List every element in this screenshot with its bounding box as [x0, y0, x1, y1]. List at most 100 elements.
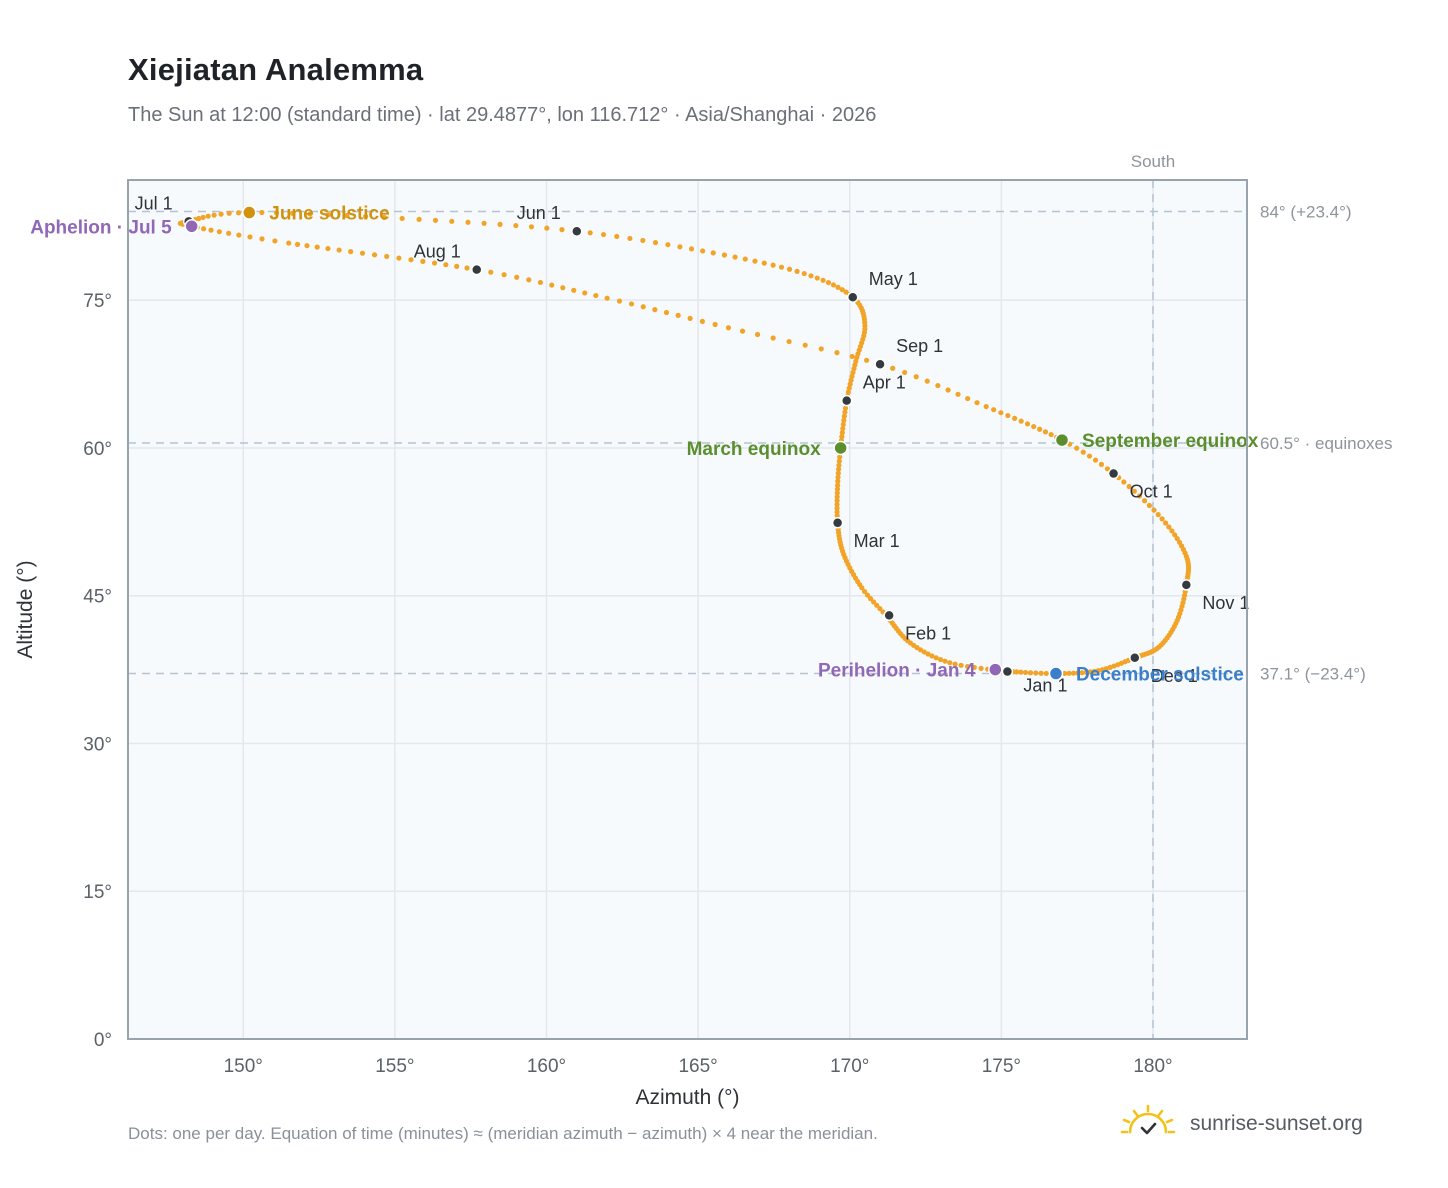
day-dot — [864, 592, 871, 598]
day-dot — [652, 307, 658, 313]
day-dot — [1126, 483, 1132, 490]
month-marker — [1107, 467, 1120, 480]
day-dot — [307, 211, 313, 217]
day-dot — [593, 292, 599, 299]
x-tick-label: 180° — [1133, 1056, 1172, 1077]
day-dot — [1159, 516, 1165, 522]
reference-line-label: 84° (+23.4°) — [1260, 203, 1352, 222]
day-dot — [721, 252, 728, 258]
event-marker — [833, 440, 848, 456]
day-dot — [845, 389, 851, 395]
event-marker — [1054, 432, 1070, 448]
day-dot — [205, 213, 211, 219]
day-dot — [1151, 507, 1157, 513]
day-dot — [1043, 670, 1049, 677]
reference-line-label: 60.5° · equinoxes — [1260, 434, 1393, 453]
day-dot — [544, 225, 550, 231]
day-dot — [1062, 670, 1068, 677]
day-dot — [604, 295, 610, 301]
day-dot — [235, 210, 242, 216]
day-dot — [1079, 670, 1085, 676]
day-dot — [947, 660, 953, 666]
month-marker — [571, 225, 583, 237]
day-dot — [712, 321, 718, 328]
brand-logo[interactable]: sunrise-sunset.org — [1120, 1104, 1420, 1144]
day-dot — [286, 240, 292, 246]
day-dot — [304, 243, 310, 249]
day-dot — [835, 474, 841, 480]
day-dot — [925, 651, 931, 657]
x-tick-label: 155° — [375, 1056, 414, 1077]
x-tick-label: 175° — [982, 1056, 1021, 1077]
day-dot — [761, 260, 767, 266]
chart-subtitle: The Sun at 12:00 (standard time) · lat 2… — [128, 104, 877, 126]
day-dot — [835, 478, 841, 484]
day-dot — [1018, 669, 1024, 675]
month-label: Feb 1 — [905, 623, 951, 643]
day-dot — [913, 374, 919, 380]
day-dot — [294, 241, 301, 247]
day-dot — [998, 410, 1004, 416]
day-dot — [600, 231, 607, 238]
day-dot — [874, 602, 880, 608]
day-dot — [834, 494, 840, 500]
day-dot — [259, 209, 265, 216]
day-dot — [614, 233, 620, 240]
day-dot — [652, 239, 659, 246]
x-tick-label: 165° — [678, 1056, 717, 1077]
event-label: Perihelion · Jan 4 — [818, 661, 976, 682]
day-dot — [1018, 418, 1024, 424]
day-dot — [408, 257, 414, 263]
day-dot — [273, 210, 280, 216]
day-dot — [786, 338, 792, 345]
day-dot — [1070, 670, 1077, 676]
day-dot — [464, 265, 470, 271]
day-dot — [778, 264, 785, 270]
day-dot — [314, 244, 320, 250]
day-dot — [1098, 461, 1105, 467]
y-tick-label: 0° — [94, 1030, 112, 1051]
day-dot — [560, 285, 566, 291]
chart-footnote: Dots: one per day. Equation of time (min… — [128, 1124, 878, 1143]
x-tick-label: 150° — [224, 1056, 263, 1077]
day-dot — [942, 658, 948, 664]
day-dot — [902, 369, 908, 376]
day-dot — [929, 653, 935, 659]
day-dot — [754, 331, 761, 338]
day-dot — [836, 462, 842, 468]
day-dot — [834, 501, 840, 508]
day-dot — [359, 250, 366, 256]
day-dot — [937, 656, 944, 663]
day-dot — [1174, 536, 1180, 542]
day-dot — [514, 274, 520, 280]
day-dot — [877, 606, 883, 612]
day-dot — [1172, 532, 1178, 538]
month-label: Jun 1 — [517, 203, 561, 223]
day-dot — [794, 268, 800, 274]
day-dot — [416, 216, 422, 223]
day-dot — [1092, 457, 1099, 463]
month-marker — [831, 517, 844, 529]
day-dot — [1086, 453, 1093, 459]
day-dot — [371, 252, 378, 258]
day-dot — [1075, 670, 1081, 676]
day-dot — [1031, 423, 1037, 430]
day-dot — [825, 279, 832, 286]
day-dot — [1048, 431, 1054, 438]
y-axis-label: Altitude (°) — [14, 560, 37, 658]
day-dot — [839, 434, 845, 440]
day-dot — [725, 325, 732, 331]
day-dot — [965, 395, 971, 402]
day-dot — [837, 454, 843, 460]
day-dot — [526, 277, 532, 283]
day-dot — [983, 403, 989, 410]
month-label: Sep 1 — [896, 336, 943, 356]
day-dot — [835, 284, 841, 290]
day-dot — [834, 490, 840, 496]
month-label: Nov 1 — [1202, 593, 1249, 613]
south-line-label: South — [1131, 152, 1175, 171]
day-dot — [1022, 669, 1029, 676]
day-dot — [834, 486, 841, 492]
month-marker — [847, 291, 859, 303]
day-dot — [1087, 669, 1093, 675]
